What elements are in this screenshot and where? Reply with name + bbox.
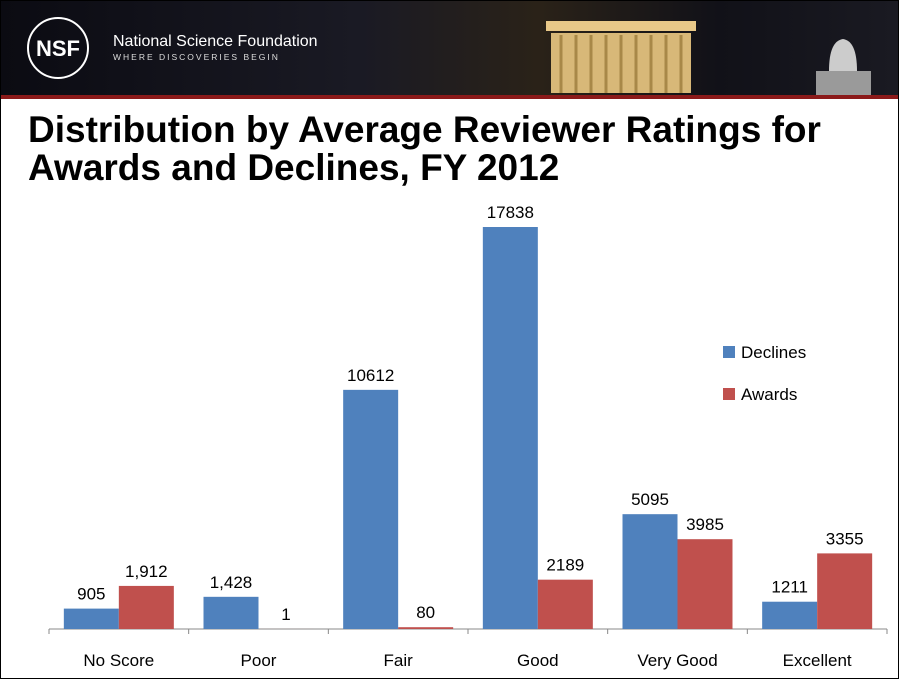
bar <box>398 627 453 629</box>
value-label: 3355 <box>826 529 864 548</box>
value-label: 2189 <box>546 556 584 575</box>
legend-swatch <box>723 346 735 358</box>
value-label: 1,428 <box>210 573 253 592</box>
value-label: 3985 <box>686 515 724 534</box>
bar <box>204 597 259 629</box>
value-label: 1211 <box>771 578 808 597</box>
x-tick-label: No Score <box>83 651 154 670</box>
legend-label: Awards <box>741 385 797 404</box>
bar <box>343 390 398 629</box>
legend-label: Declines <box>741 343 806 362</box>
value-label: 10612 <box>347 366 394 385</box>
bar <box>119 586 174 629</box>
x-tick-label: Poor <box>241 651 277 670</box>
bar <box>762 602 817 629</box>
bar <box>538 580 593 629</box>
chart: No Score 905 1,912 Poor 1,428 1 Fair 10612 80 Goo… <box>1 1 898 678</box>
legend-swatch <box>723 388 735 400</box>
value-label: 1,912 <box>125 562 168 581</box>
x-tick-label: Good <box>517 651 559 670</box>
value-label: 5095 <box>631 490 669 509</box>
value-label: 1 <box>281 605 290 624</box>
value-label: 80 <box>416 603 435 622</box>
x-tick-label: Fair <box>384 651 414 670</box>
value-label: 905 <box>77 585 105 604</box>
value-label: 17838 <box>487 203 534 222</box>
bar <box>483 227 538 629</box>
x-tick-label: Excellent <box>783 651 852 670</box>
bar <box>64 609 119 629</box>
bar <box>817 553 872 629</box>
slide: NSF National Science Foundation WHERE DI… <box>0 0 899 679</box>
bar <box>678 539 733 629</box>
x-tick-label: Very Good <box>637 651 717 670</box>
bar <box>623 514 678 629</box>
